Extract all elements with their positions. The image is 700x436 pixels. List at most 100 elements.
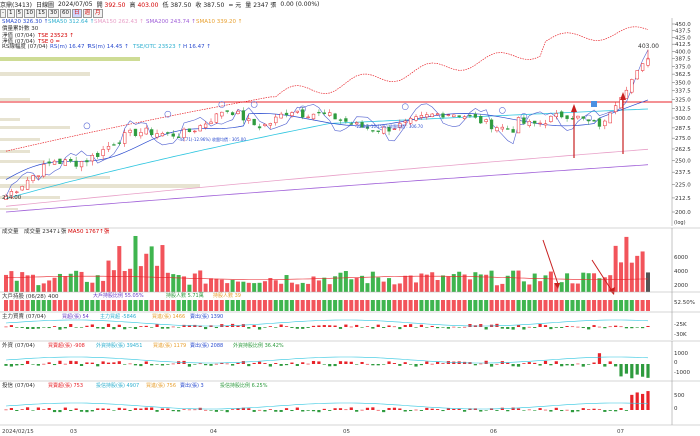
low-price-label: 214.00	[2, 195, 22, 201]
trust-bar	[128, 410, 132, 411]
holder-bar	[165, 300, 170, 311]
tb-month-button[interactable]: 月	[93, 9, 103, 18]
tb-60-button[interactable]: 60	[60, 9, 71, 18]
main-force-bar	[641, 327, 645, 329]
holder-bar	[575, 300, 580, 311]
header-bar: 京鼎(3413) 日線圖 2024/07/05 開 392.50 高 403.0…	[0, 0, 319, 9]
foreign-bar	[128, 363, 132, 365]
candle-body	[166, 132, 170, 134]
trust-bar	[187, 409, 192, 411]
holder-bar	[138, 300, 143, 311]
trust-bar	[74, 408, 78, 410]
candle-body	[47, 161, 51, 164]
trust-bar	[317, 410, 321, 413]
foreign-bar	[608, 361, 612, 364]
holder-bar	[133, 300, 138, 311]
volume-bar	[408, 275, 413, 292]
tb-minus-button[interactable]: -	[0, 9, 6, 18]
foreign-bar	[570, 364, 575, 366]
volume-bar	[187, 284, 192, 292]
trust-bar	[333, 408, 337, 410]
candle-body	[538, 122, 542, 125]
period[interactable]: 日線圖	[35, 2, 54, 9]
volume-bar	[41, 283, 46, 292]
trust-bar	[430, 408, 434, 410]
trust-title: 投信 (07/04)	[2, 381, 35, 389]
candle-body	[462, 116, 467, 119]
volume-bar	[95, 275, 100, 292]
log-scale-label: (log)	[674, 220, 686, 226]
foreign-bar	[382, 364, 386, 365]
trust-bar	[182, 409, 186, 410]
trust-bar	[25, 407, 30, 410]
main-force-bar	[538, 323, 542, 327]
candle-body	[117, 142, 121, 144]
holder-bar	[387, 300, 392, 311]
trust-bar	[290, 410, 294, 412]
volume-bar	[613, 245, 618, 292]
tb-week-button[interactable]: 週	[82, 9, 93, 18]
main-force-bar	[85, 325, 89, 327]
holder-bar	[527, 300, 532, 311]
foreign-bar	[446, 361, 450, 364]
tb-10-button[interactable]: 10	[24, 9, 35, 18]
trust-panel: 投信 (07/04) 買賣超(張) 753 投信持股(張) 4907 買進(張)…	[0, 380, 700, 425]
trust-bar	[209, 410, 213, 411]
main-force-bar	[360, 327, 364, 328]
trust-bar	[301, 410, 305, 412]
volume-bars	[4, 235, 650, 292]
mainforce-legend-3: 買進(張) 1466	[152, 313, 185, 320]
tb-day-button[interactable]: 日	[72, 9, 82, 18]
main-force-bar	[263, 327, 267, 328]
foreign-bar	[268, 364, 272, 367]
trust-bar	[446, 408, 450, 410]
indicator-line4: 淨值 (07/04)	[2, 37, 35, 45]
trust-bar	[635, 392, 639, 410]
volume-bar	[484, 274, 489, 292]
volume-bar	[117, 246, 122, 292]
holder-bar	[219, 300, 224, 311]
main-force-bar	[484, 327, 488, 330]
tb-30-button[interactable]: 30	[48, 9, 59, 18]
holder-bar	[446, 300, 451, 311]
tb-1-button[interactable]: 1	[7, 9, 15, 18]
volume-bar	[602, 277, 607, 292]
holder-bar	[565, 300, 570, 311]
holder-bar	[333, 300, 338, 311]
high-value: 403.00	[137, 2, 159, 9]
holder-title: 大戶持股 (06/28)	[2, 292, 46, 300]
main-force-bar	[603, 327, 607, 329]
foreign-bar	[624, 364, 629, 374]
marker-circle	[164, 110, 172, 118]
trust-bar	[462, 410, 467, 412]
volume-bar	[457, 271, 462, 292]
main-force-bar	[274, 327, 278, 328]
sma150-label: SMA150 262.43 ↑	[94, 18, 144, 25]
sma150-line	[5, 148, 649, 207]
candle-body	[301, 109, 305, 118]
indicator-line3b: TSE 23523 ↑	[37, 32, 74, 39]
holder-bar	[538, 300, 543, 311]
main-force-bar	[403, 325, 407, 327]
main-force-bar	[241, 324, 245, 327]
main-force-bar	[96, 327, 100, 329]
foreign-bar	[177, 361, 181, 364]
holder-bar	[155, 300, 160, 311]
sma200-line	[5, 164, 649, 213]
tb-5-button[interactable]: 5	[15, 9, 23, 18]
main-force-bars	[4, 323, 650, 330]
holder-bar	[370, 300, 375, 311]
tb-15-button[interactable]: 15	[36, 9, 47, 18]
main-force-bar	[268, 326, 272, 327]
volume-bar	[230, 279, 235, 292]
foreign-bar	[101, 361, 105, 364]
main-force-bar	[15, 327, 19, 328]
volume-bar	[36, 285, 41, 292]
holder-bar	[484, 300, 489, 311]
vol-arrow-2-head	[609, 287, 615, 295]
volume-bar	[360, 275, 365, 292]
trust-bar	[133, 408, 138, 410]
price-tick-label: 287.5	[675, 126, 691, 132]
holder-bar	[84, 300, 89, 311]
